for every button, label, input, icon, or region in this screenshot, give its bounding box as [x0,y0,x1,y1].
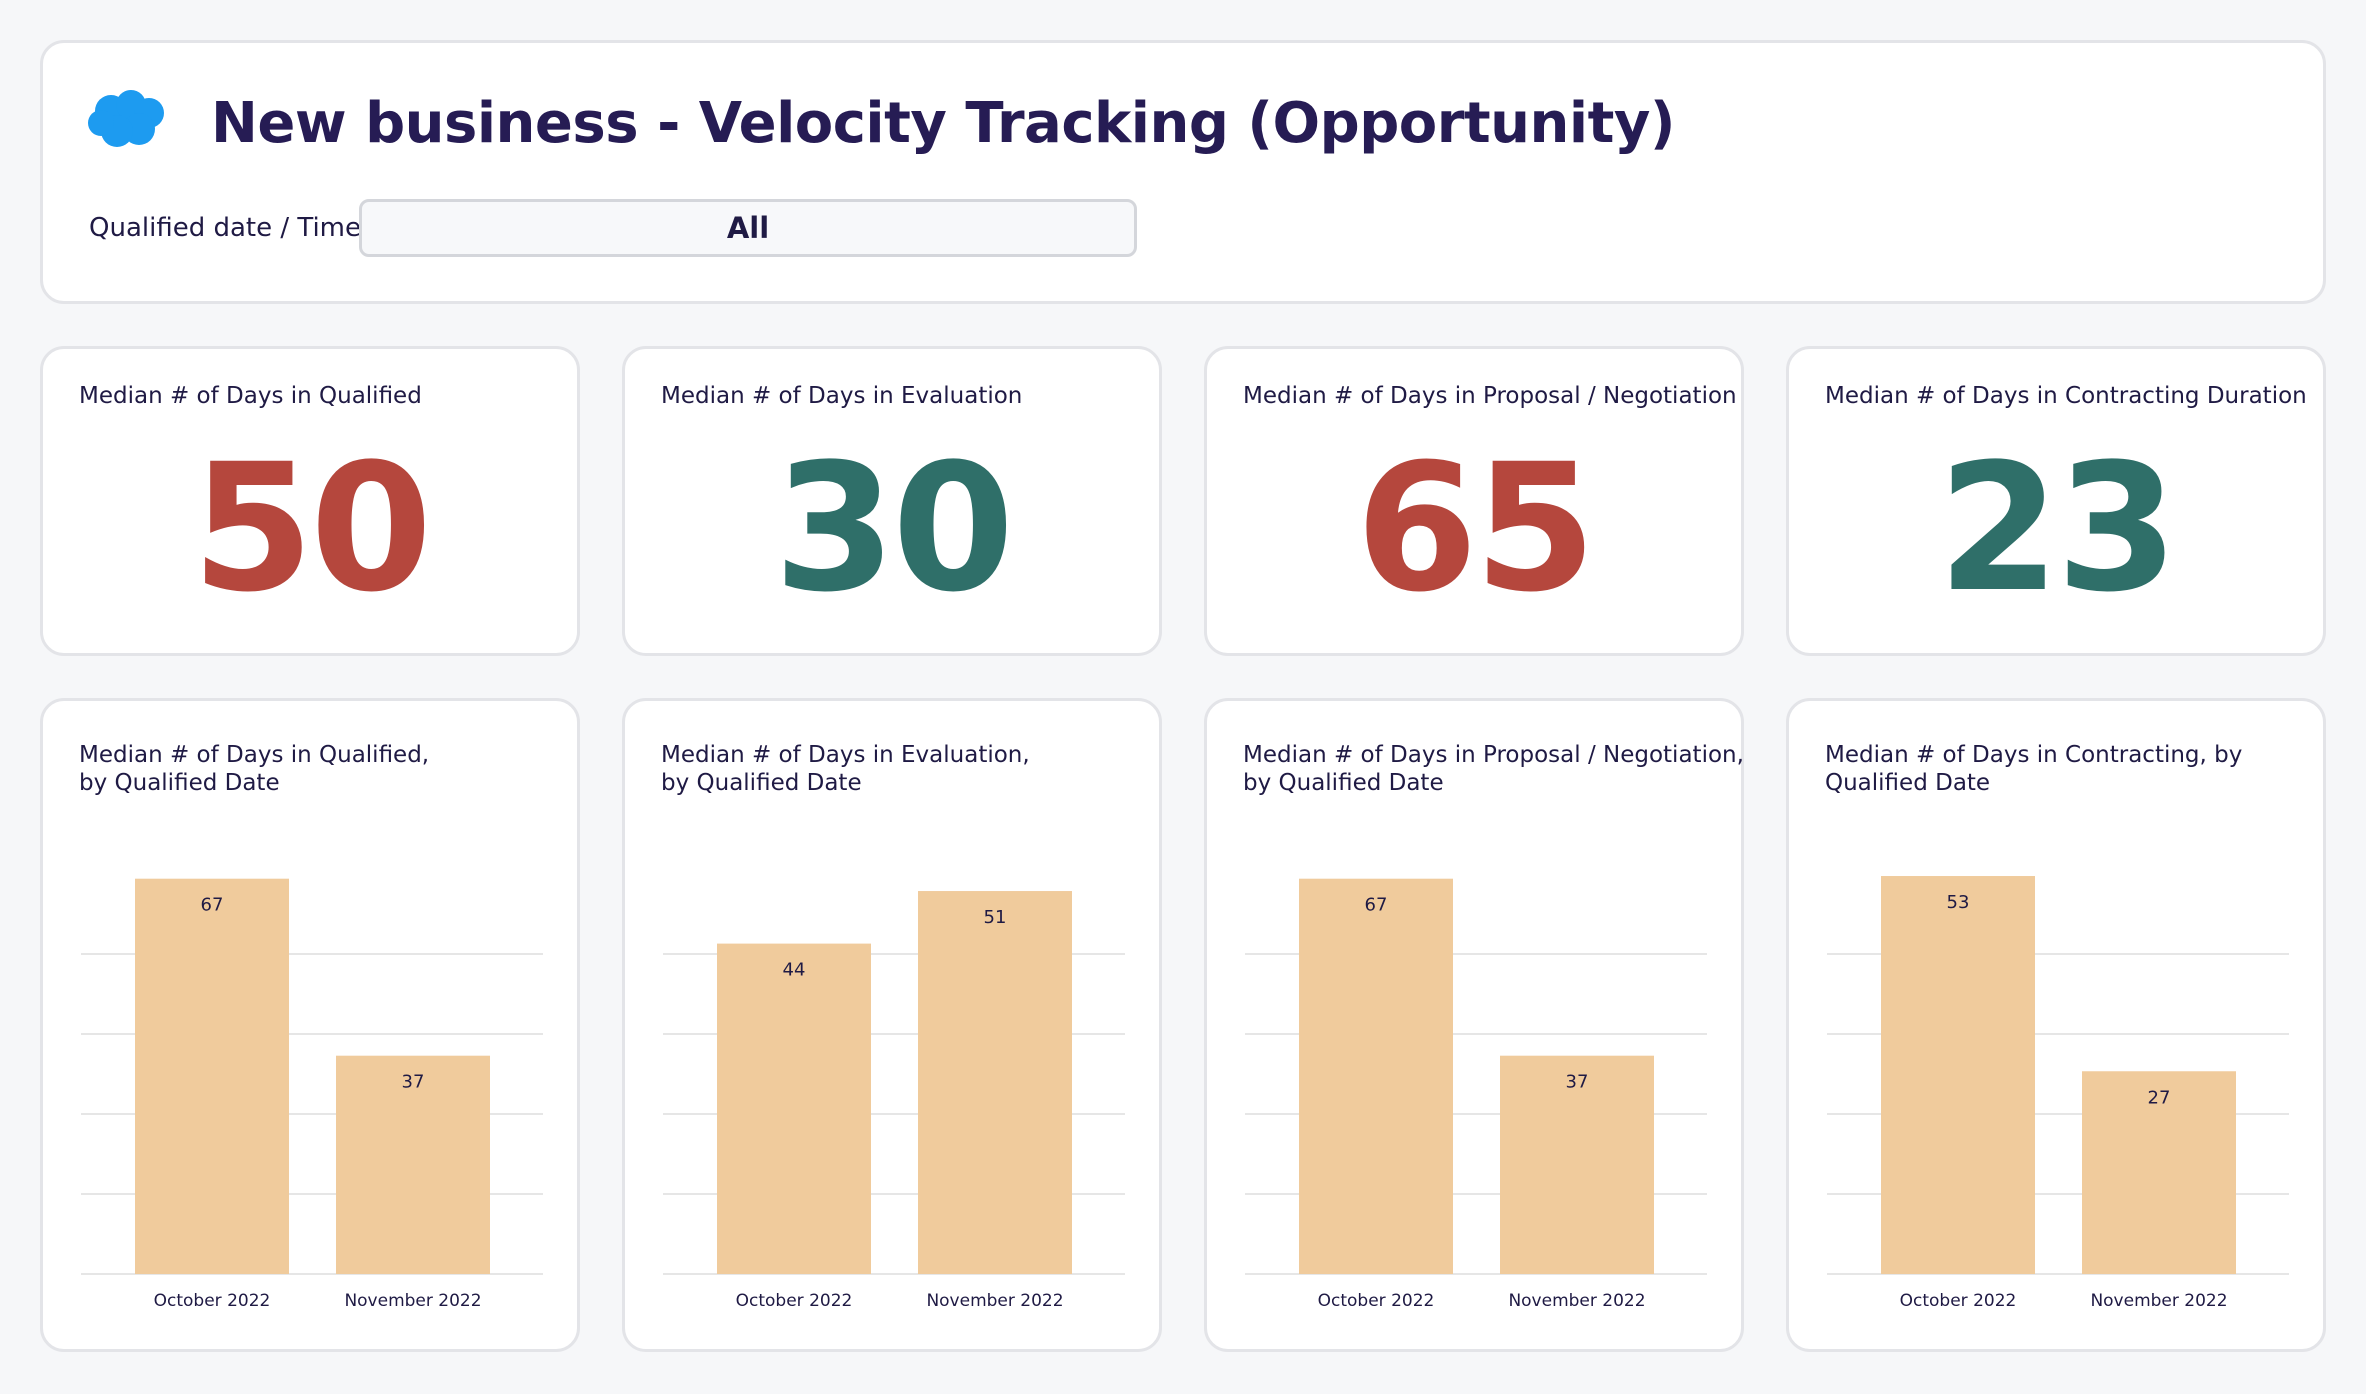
page-title: New business - Velocity Tracking (Opport… [211,91,1675,156]
bar[interactable] [1881,876,2035,1274]
kpi-label: Median # of Days in Contracting Duration [1825,383,2307,409]
filter-label: Qualified date / Time [89,213,362,243]
filter-selected-value: All [726,211,770,245]
bar-value-label: 27 [2148,1087,2171,1108]
x-tick-label: October 2022 [736,1291,853,1311]
bar-value-label: 51 [984,907,1007,928]
x-tick-label: October 2022 [1900,1291,2017,1311]
kpi-value: 65 [1355,426,1597,631]
bar[interactable] [918,891,1072,1274]
bar[interactable] [717,943,871,1274]
chart-card-evaluation: Median # of Days in Evaluation, by Quali… [622,698,1162,1352]
kpi-value: 23 [1937,426,2179,631]
bar[interactable] [336,1055,490,1274]
chart-title: Median # of Days in Proposal / Negotiati… [1243,741,1744,797]
salesforce-cloud-icon [88,90,164,147]
kpi-label: Median # of Days in Proposal / Negotiati… [1243,383,1737,409]
x-tick-label: October 2022 [154,1291,271,1311]
bar[interactable] [1500,1055,1654,1274]
chart-card-contracting: Median # of Days in Contracting, by Qual… [1786,698,2326,1352]
bar-value-label: 67 [1365,895,1388,916]
bar[interactable] [2082,1071,2236,1274]
x-tick-label: November 2022 [2090,1291,2227,1311]
bar-value-label: 53 [1947,892,1970,913]
x-tick-label: November 2022 [344,1291,481,1311]
chart-title-line: by Qualified Date [79,770,280,796]
kpi-value: 50 [191,426,433,631]
kpi-card-contracting: Median # of Days in Contracting Duration… [1786,346,2326,656]
chart-card-qualified: Median # of Days in Qualified, by Qualif… [40,698,580,1352]
chart-title-line: Median # of Days in Contracting, by [1825,742,2243,768]
x-tick-label: November 2022 [1508,1291,1645,1311]
x-tick-label: October 2022 [1318,1291,1435,1311]
chart-title-line: Median # of Days in Qualified, [79,742,430,768]
bar-chart: 53 October 2022 27 November 2022 [1827,876,2289,1311]
bar-chart: 44 October 2022 51 November 2022 [663,891,1125,1311]
bar[interactable] [135,878,289,1274]
kpi-label: Median # of Days in Qualified [79,383,422,409]
chart-title-line: Qualified Date [1825,770,1991,796]
qualified-date-filter-select[interactable]: All [359,199,1137,257]
bar-value-label: 67 [201,895,224,916]
chart-title-line: by Qualified Date [661,770,862,796]
bar-value-label: 37 [1566,1072,1589,1093]
chart-title: Median # of Days in Qualified, by Qualif… [79,741,559,797]
chart-card-proposal-negotiation: Median # of Days in Proposal / Negotiati… [1204,698,1744,1352]
x-tick-label: November 2022 [926,1291,1063,1311]
bar[interactable] [1299,878,1453,1274]
kpi-card-qualified: Median # of Days in Qualified 50 [40,346,580,656]
bar-value-label: 37 [402,1072,425,1093]
kpi-label: Median # of Days in Evaluation [661,383,1023,409]
bar-value-label: 44 [783,960,806,981]
kpi-value: 30 [773,426,1015,631]
kpi-card-evaluation: Median # of Days in Evaluation 30 [622,346,1162,656]
bar-chart: 67 October 2022 37 November 2022 [1245,878,1707,1311]
kpi-card-proposal-negotiation: Median # of Days in Proposal / Negotiati… [1204,346,1744,656]
chart-title: Median # of Days in Contracting, by Qual… [1825,741,2305,797]
chart-title-line: by Qualified Date [1243,770,1444,796]
chart-title-line: Median # of Days in Evaluation, [661,742,1030,768]
dashboard-header: New business - Velocity Tracking (Opport… [40,40,2326,304]
chart-title-line: Median # of Days in Proposal / Negotiati… [1243,742,1744,768]
chart-title: Median # of Days in Evaluation, by Quali… [661,741,1141,797]
bar-chart: 67 October 2022 37 November 2022 [81,878,543,1311]
